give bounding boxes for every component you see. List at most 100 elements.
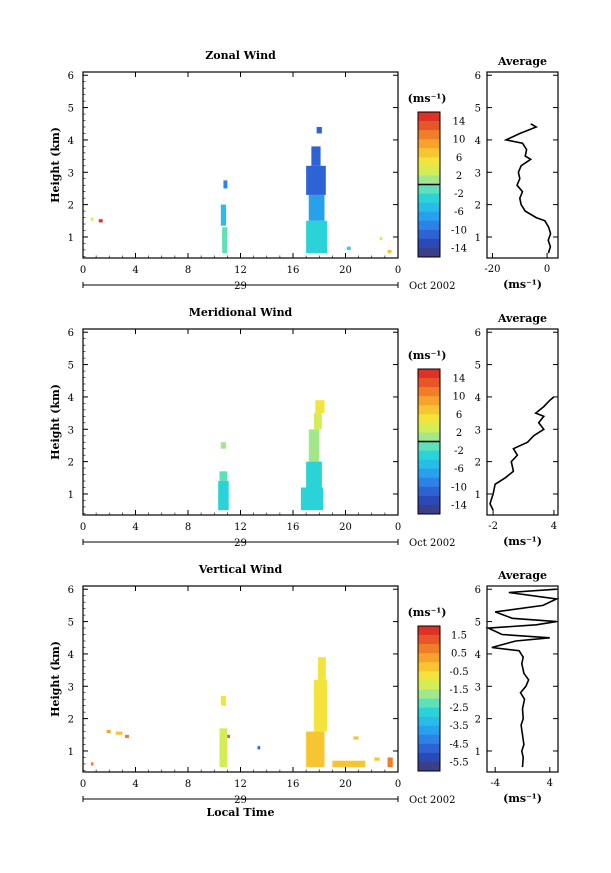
y-tick-label: 1 [68,233,74,244]
colorbar-tick-label: 1.5 [451,631,467,642]
x-tick-label: 0 [395,779,401,790]
average-x-tick-label: 4 [551,521,557,532]
colorbar-segment [418,387,440,397]
colorbar-tick-label: -14 [451,243,467,254]
heatmap-cell [220,442,227,449]
colorbar-segment [418,644,440,654]
colorbar-segment [418,229,440,240]
average-profile-line [489,396,555,511]
x-tick-label: 20 [339,265,352,276]
colorbar-segment [418,193,440,203]
colorbar-segment [418,698,440,708]
panel-title: Vertical Wind [198,563,283,576]
average-y-tick-label: 6 [475,71,481,82]
x-tick-label: 12 [234,779,247,790]
y-tick-label: 3 [68,425,74,436]
colorbar-segment [418,423,440,433]
x-tick-label: 4 [132,522,138,533]
average-y-tick-label: 5 [475,104,481,115]
x-tick-label: 0 [80,779,86,790]
y-tick-label: 5 [68,618,74,629]
average-x-tick-label: -4 [490,778,500,789]
x-tick-label: 0 [80,522,86,533]
colorbar-segment [418,680,440,690]
heatmap-cell [346,246,351,250]
colorbar-segment [418,671,440,681]
x-tick-label: 4 [132,265,138,276]
y-tick-label: 6 [68,585,74,596]
heatmap-cell [219,471,228,482]
average-x-axis-label: (ms⁻¹) [503,792,542,805]
average-x-axis-label: (ms⁻¹) [503,278,542,291]
colorbar-segment [418,139,440,149]
colorbar-segment [418,725,440,736]
colorbar-segment [418,495,440,506]
colorbar-segment [418,743,440,754]
colorbar-tick-label: 2 [456,171,462,182]
y-tick-label: 4 [68,393,74,404]
colorbar-segment [418,202,440,212]
colorbar-segment [418,626,440,636]
month-label: Oct 2002 [409,538,455,549]
heatmap-cell [90,762,94,766]
colorbar-segment [418,761,440,772]
date-label: 29 [234,795,247,806]
x-tick-label: 0 [395,522,401,533]
colorbar-tick-label: -2 [454,189,464,200]
colorbar-tick-label: -0.5 [449,667,468,678]
colorbar-tick-label: -5.5 [449,757,468,768]
colorbar-segment [418,148,440,158]
x-tick-label: 0 [80,265,86,276]
heatmap-cell [222,227,228,254]
panel-title: Zonal Wind [205,49,276,62]
y-tick-label: 5 [68,361,74,372]
heatmap-cell [308,429,320,462]
y-tick-label: 2 [68,715,74,726]
colorbar-tick-label: -10 [451,482,467,493]
colorbar-units: (ms⁻¹) [408,92,447,105]
colorbar-segment [418,184,440,194]
colorbar-segment [418,247,440,258]
y-tick-label: 1 [68,490,74,501]
heatmap-cell [317,657,326,680]
colorbar-segment [418,459,440,469]
panel-title: Meridional Wind [189,306,293,319]
heatmap-cell [125,734,129,739]
y-axis-label: Height (km) [49,384,62,460]
average-frame [486,328,559,516]
x-tick-label: 8 [185,265,191,276]
heatmap-cell [315,400,325,414]
heatmap-cell [90,217,94,221]
y-tick-label: 2 [68,201,74,212]
average-y-tick-label: 3 [475,425,481,436]
y-axis-label: Height (km) [49,127,62,203]
average-y-tick-label: 5 [475,618,481,629]
average-y-tick-label: 5 [475,361,481,372]
average-y-tick-label: 2 [475,458,481,469]
x-axis-label: Local Time [207,806,275,819]
colorbar-tick-label: 6 [456,153,462,164]
average-y-tick-label: 2 [475,715,481,726]
colorbar-tick-label: 10 [453,135,466,146]
plot-frame [82,328,399,516]
colorbar-tick-label: 6 [456,410,462,421]
x-tick-label: 16 [287,522,300,533]
colorbar-tick-label: 14 [453,374,466,385]
heatmap-cell [306,731,325,768]
y-tick-label: 3 [68,682,74,693]
colorbar-segment [418,716,440,726]
date-label: 29 [234,281,247,292]
heatmap-cell [227,734,230,739]
y-axis-label: Height (km) [49,641,62,717]
heatmap-cell [306,165,326,195]
heatmap-cell [387,249,392,254]
colorbar-tick-label: -4.5 [449,739,468,750]
y-tick-label: 4 [68,136,74,147]
colorbar-segment [418,468,440,479]
heatmap-cell [115,731,123,735]
heatmap-cell [353,736,359,740]
colorbar-segment [418,130,440,140]
